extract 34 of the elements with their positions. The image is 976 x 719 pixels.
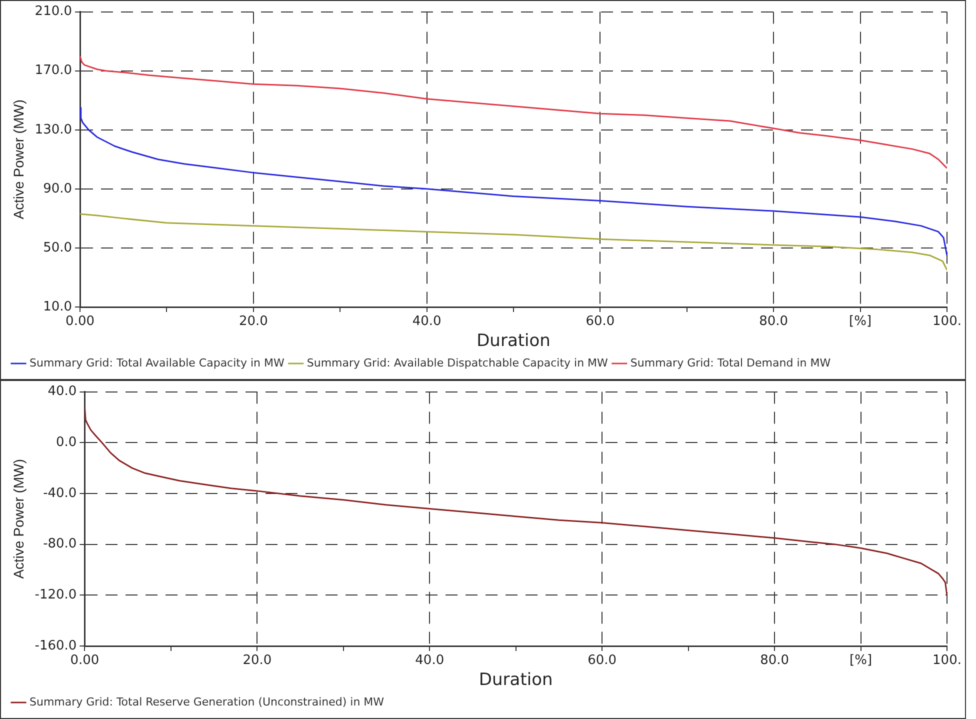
- x-tick-label: 20.0: [242, 653, 272, 668]
- legend-label: Summary Grid: Available Dispatchable Capacity in MW: [306, 356, 608, 370]
- y-axis-title: Active Power (MW): [10, 459, 26, 579]
- x-tick-label: 60.0: [586, 314, 615, 330]
- x-axis-title: Duration: [478, 670, 553, 690]
- x-tick-label: 100.: [932, 653, 962, 668]
- y-tick-label: -120.0: [34, 588, 77, 603]
- x-tick-label: 80.0: [760, 653, 790, 668]
- x-tick-label: 60.0: [588, 653, 617, 668]
- x-tick-label: [%]: [850, 653, 872, 668]
- y-tick-label: 130.0: [34, 122, 72, 138]
- x-tick-label: 40.0: [415, 653, 444, 668]
- y-tick-label: 0.0: [56, 435, 77, 450]
- x-tick-label: 100.: [932, 314, 962, 330]
- legend-label: Summary Grid: Total Available Capacity in MW: [30, 356, 284, 370]
- y-tick-label: 210.0: [34, 4, 72, 20]
- x-tick-label: 0.00: [70, 653, 100, 668]
- y-tick-label: -160.0: [34, 638, 77, 654]
- y-tick-label: 90.0: [43, 181, 72, 196]
- x-tick-label: 40.0: [412, 314, 442, 330]
- y-tick-label: 10.0: [43, 299, 72, 314]
- y-tick-label: -80.0: [43, 536, 77, 552]
- x-tick-label: [%]: [849, 314, 872, 330]
- legend-label: Summary Grid: Total Reserve Generation (Unconstrained) in MW: [30, 695, 384, 708]
- y-tick-label: 40.0: [48, 384, 77, 400]
- y-tick-label: 50.0: [43, 240, 72, 256]
- y-axis-title: Active Power (MW): [10, 100, 26, 220]
- x-axis-title: Duration: [476, 331, 550, 352]
- x-tick-label: 80.0: [759, 314, 788, 330]
- x-tick-label: 20.0: [238, 314, 268, 330]
- legend-label: Summary Grid: Total Demand in MW: [630, 356, 831, 370]
- y-tick-label: -40.0: [43, 486, 77, 501]
- y-tick-label: 170.0: [34, 63, 72, 78]
- x-tick-label: 0.00: [66, 314, 94, 330]
